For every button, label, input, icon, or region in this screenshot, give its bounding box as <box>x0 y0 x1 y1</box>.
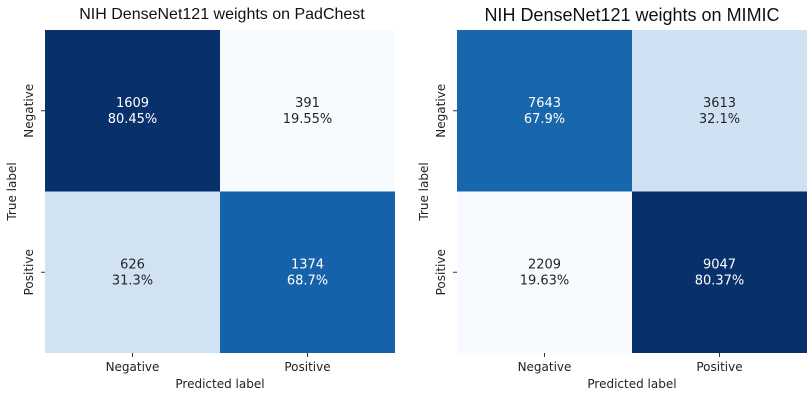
x-tick-label: Negative <box>518 360 572 374</box>
x-tick-label: Positive <box>284 360 330 374</box>
cell-percent-label: 19.55% <box>283 112 333 127</box>
cell-percent-label: 32.1% <box>699 112 740 127</box>
cell-percent-label: 31.3% <box>112 273 153 288</box>
cell-positive-positive <box>632 191 807 353</box>
cell-positive-negative <box>457 191 632 353</box>
cell-count-label: 2209 <box>528 257 561 272</box>
cell-count-label: 391 <box>295 96 320 111</box>
confusion-matrix-mimic: NIH DenseNet121 weights on MIMIC 7643 67.9… <box>410 0 811 405</box>
cell-count-label: 7643 <box>528 96 561 111</box>
cell-count-label: 1609 <box>116 96 149 111</box>
confusion-matrix-padchest: NIH DenseNet121 weights on PadChest 1609 8… <box>0 0 400 405</box>
cell-negative-positive <box>632 30 807 192</box>
cell-negative-negative <box>45 30 220 192</box>
x-axis-label: Predicted label <box>175 377 264 391</box>
cell-count-label: 626 <box>120 257 145 272</box>
x-tick-label: Negative <box>106 360 160 374</box>
cell-positive-positive <box>220 191 395 353</box>
x-tick-label: Positive <box>696 360 742 374</box>
cell-count-label: 9047 <box>703 257 736 272</box>
y-tick-label: Negative <box>22 84 36 138</box>
cell-percent-label: 68.7% <box>287 273 328 288</box>
y-tick-label: Negative <box>434 84 448 138</box>
x-axis-label: Predicted label <box>587 377 676 391</box>
chart-title: NIH DenseNet121 weights on PadChest <box>79 6 365 23</box>
confusion-matrix-mimic-plot: NIH DenseNet121 weights on MIMIC 764367.9… <box>417 5 807 391</box>
confusion-matrix-padchest-plot: NIH DenseNet121 weights on PadChest 16098… <box>5 6 395 391</box>
y-axis-label: True label <box>417 162 431 221</box>
y-tick-label: Positive <box>434 249 448 295</box>
cell-percent-label: 19.63% <box>520 273 570 288</box>
y-axis-label: True label <box>5 162 19 221</box>
cell-negative-positive <box>220 30 395 192</box>
cell-percent-label: 67.9% <box>524 112 565 127</box>
cell-positive-negative <box>45 191 220 353</box>
chart-title: NIH DenseNet121 weights on MIMIC <box>484 5 779 25</box>
cell-percent-label: 80.45% <box>108 112 158 127</box>
cell-count-label: 1374 <box>291 257 324 272</box>
y-tick-label: Positive <box>22 249 36 295</box>
cell-count-label: 3613 <box>703 96 736 111</box>
cell-percent-label: 80.37% <box>695 273 745 288</box>
cell-negative-negative <box>457 30 632 192</box>
